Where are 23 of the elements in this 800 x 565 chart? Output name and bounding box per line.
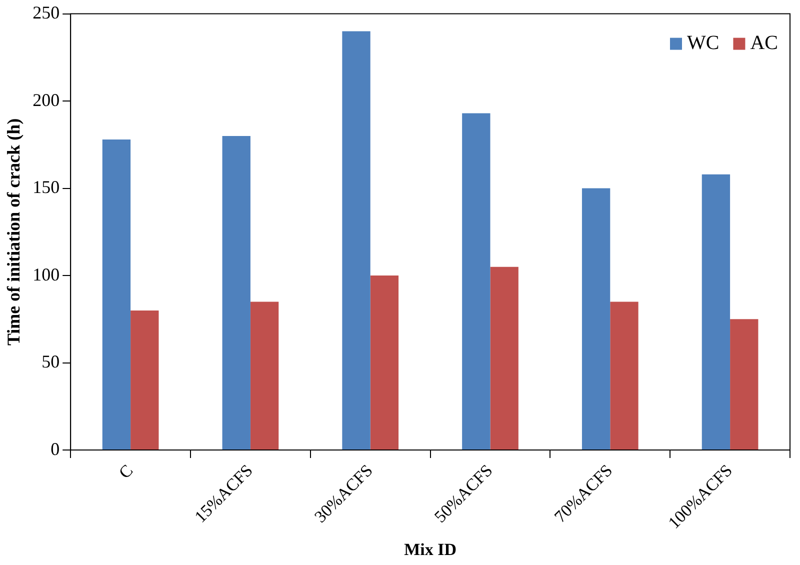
bar bbox=[582, 188, 610, 450]
y-tick-label: 200 bbox=[32, 90, 60, 110]
bar bbox=[250, 302, 279, 450]
bar bbox=[342, 31, 370, 450]
y-tick-label: 150 bbox=[32, 177, 60, 198]
y-axis-title: Time of initiation of crack (h) bbox=[3, 118, 24, 346]
bar bbox=[610, 302, 638, 450]
bar bbox=[222, 136, 250, 450]
bar bbox=[130, 310, 159, 450]
y-tick-label: 250 bbox=[32, 2, 60, 23]
bar bbox=[102, 139, 131, 450]
legend-label: AC bbox=[750, 32, 778, 54]
bar bbox=[462, 113, 490, 450]
x-axis-title: Mix ID bbox=[404, 540, 457, 560]
y-tick-label: 100 bbox=[32, 264, 60, 284]
bar bbox=[730, 319, 758, 450]
legend-label: WC bbox=[687, 32, 720, 54]
bar bbox=[702, 174, 730, 450]
bar bbox=[370, 276, 399, 450]
x-tick-label: C bbox=[115, 460, 137, 482]
bar bbox=[490, 266, 518, 450]
y-tick-label: 0 bbox=[50, 438, 60, 459]
y-tick-label: 50 bbox=[42, 352, 60, 372]
